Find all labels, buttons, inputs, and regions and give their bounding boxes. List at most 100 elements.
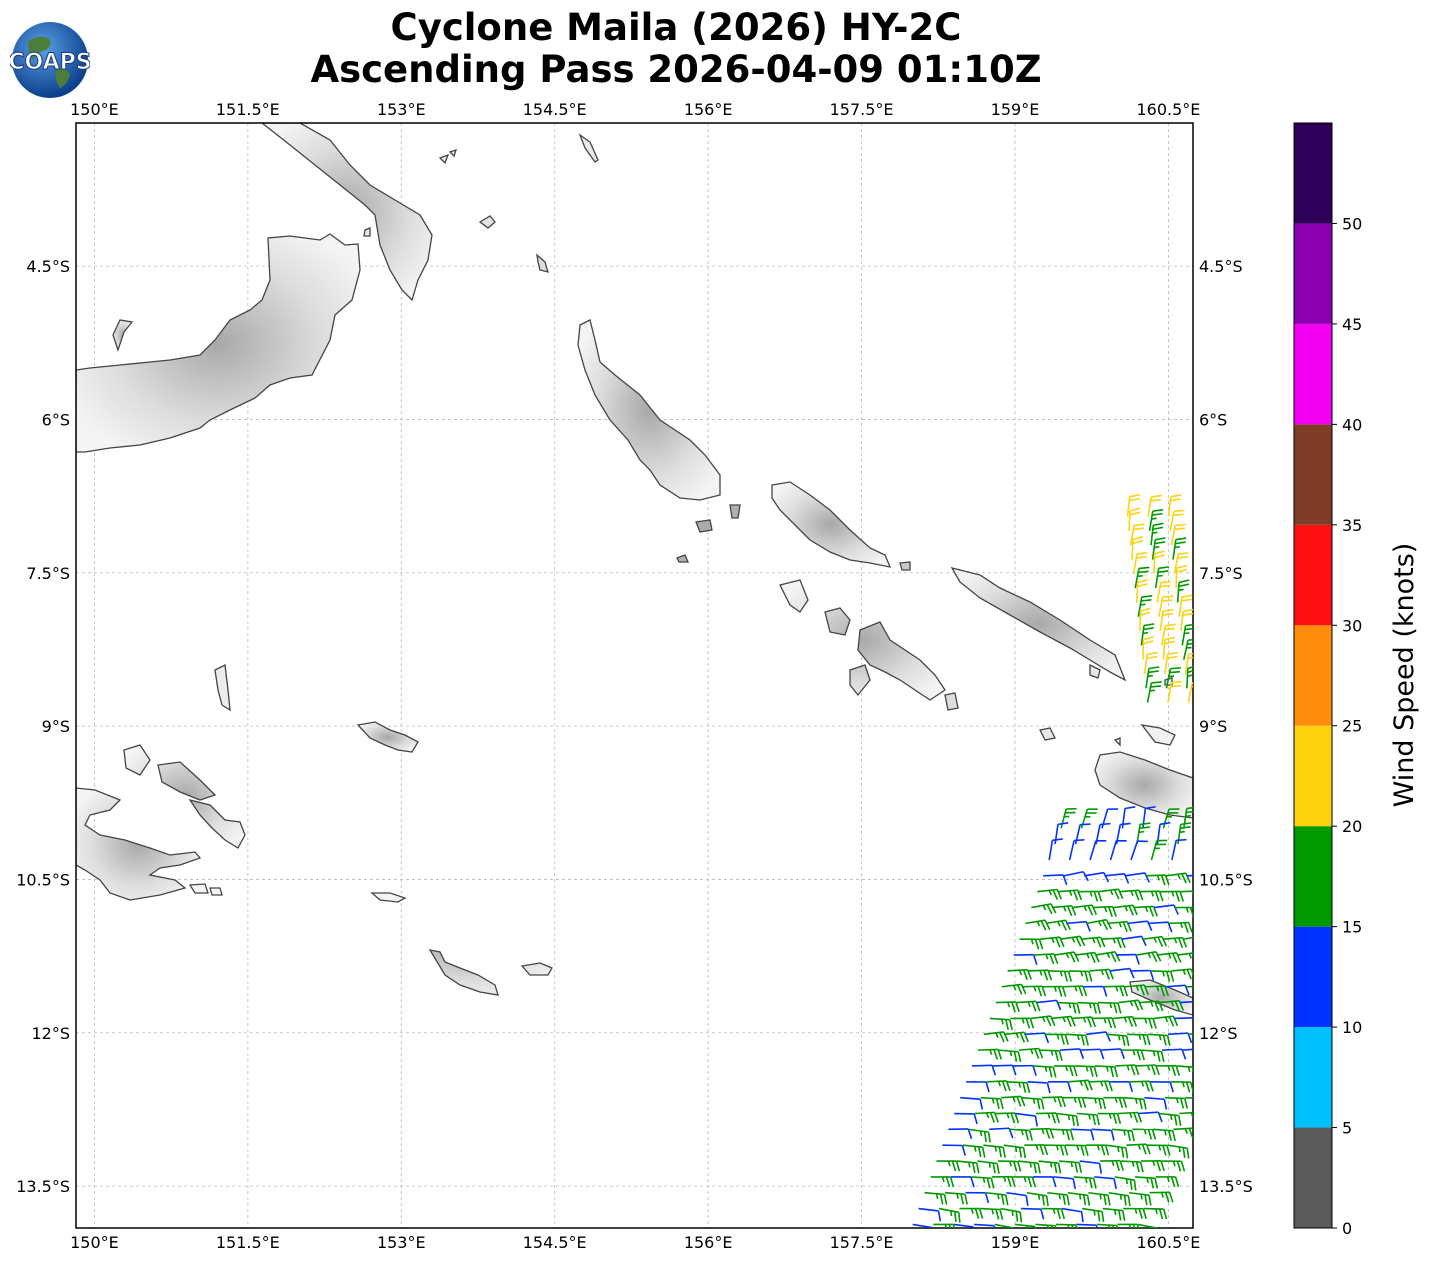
wind-barb	[1120, 1160, 1144, 1173]
wind-barb	[1186, 666, 1193, 689]
map-title-line2: Ascending Pass 2026-04-09 01:10Z	[310, 48, 1042, 91]
wind-barb	[1095, 951, 1121, 963]
wind-barb	[992, 1064, 1017, 1076]
wind-barb	[1140, 623, 1155, 646]
lon-label-top: 153°E	[377, 100, 426, 119]
wind-barb	[1071, 1128, 1095, 1141]
wind-barb	[1076, 1112, 1100, 1126]
colorbar-bin	[1294, 625, 1332, 726]
wind-barb	[1109, 840, 1127, 861]
wind-barb	[1059, 1048, 1085, 1059]
wind-barb	[1061, 1207, 1084, 1223]
wind-barb	[1067, 1191, 1091, 1206]
wind-barb	[1004, 1031, 1030, 1043]
lat-label-right: 10.5°S	[1199, 870, 1253, 889]
wind-barb	[959, 1207, 984, 1219]
wind-barb	[1180, 890, 1193, 896]
wind-barb	[1146, 1144, 1171, 1156]
wind-barb	[1133, 1017, 1157, 1029]
wind-barb	[1041, 1096, 1067, 1108]
wind-barb	[1165, 666, 1181, 689]
wind-barb	[1174, 906, 1193, 918]
wind-barb	[1123, 1096, 1147, 1110]
wind-barb	[1031, 903, 1057, 915]
wind-barb	[1056, 1112, 1079, 1127]
wind-barb	[942, 1144, 967, 1156]
wind-barb	[1121, 1049, 1145, 1061]
wind-barb	[1027, 1081, 1051, 1094]
wind-barb	[1135, 1064, 1160, 1076]
wind-barb	[1106, 1033, 1130, 1047]
colorbar-bin	[1294, 123, 1332, 224]
wind-barb	[1176, 1065, 1193, 1073]
papua-peninsula	[76, 787, 202, 901]
lon-label-top: 151.5°E	[216, 100, 280, 119]
lat-label-left: 10.5°S	[16, 870, 70, 889]
lon-label-bottom: 159°E	[991, 1233, 1040, 1252]
wind-barb	[1100, 1159, 1125, 1171]
wind-barb	[1185, 985, 1193, 988]
wind-barb	[1112, 1015, 1138, 1028]
wind-barb	[1169, 509, 1185, 532]
colorbar-bin	[1294, 223, 1332, 324]
wind-barb	[1033, 953, 1059, 965]
wind-barb	[1076, 1223, 1098, 1228]
wind-barb	[1173, 1127, 1193, 1139]
wind-barb	[1050, 1128, 1075, 1141]
wind-barb	[1096, 1223, 1119, 1228]
wind-barb	[1072, 904, 1098, 916]
colorbar: 0 5 10 15 20 25 30 35 40 45 50	[1293, 122, 1362, 1238]
wind-barb	[1121, 805, 1136, 829]
wind-barb	[1115, 1064, 1140, 1076]
wind-barb	[985, 1191, 1009, 1206]
wind-barb	[962, 1144, 986, 1158]
wind-barb	[1126, 1143, 1151, 1155]
wind-barb	[1167, 1032, 1193, 1044]
wind-barb	[1036, 1112, 1061, 1124]
wind-barb	[1156, 580, 1172, 603]
colorbar-tick-label: 35	[1342, 516, 1362, 535]
wind-barb	[1055, 1223, 1078, 1228]
wind-barb	[1139, 890, 1164, 902]
wind-barb	[1033, 1065, 1057, 1078]
wind-barb	[1111, 1128, 1135, 1142]
wind-barb	[1178, 594, 1193, 617]
wind-barb	[1006, 1191, 1029, 1206]
islet-group-1	[188, 133, 1176, 896]
wind-barb	[1010, 1017, 1035, 1029]
wind-barb	[1074, 951, 1100, 963]
lon-label-top: 154.5°E	[523, 100, 587, 119]
wind-barb	[1172, 537, 1187, 560]
wind-barb	[948, 1128, 973, 1140]
wind-barb	[1105, 1144, 1129, 1159]
wind-barb	[1022, 985, 1047, 997]
wind-barb	[1019, 938, 1044, 950]
wind-barb	[1086, 1031, 1111, 1042]
wind-barb	[918, 1207, 942, 1222]
wind-barb	[1012, 1064, 1037, 1076]
wind-barb	[1103, 985, 1129, 997]
wind-barb	[965, 1191, 990, 1204]
wind-barb	[1068, 839, 1085, 861]
lat-label-left: 4.5°S	[26, 257, 70, 276]
colorbar-frame	[1293, 122, 1333, 1229]
wind-barb	[1021, 1096, 1045, 1110]
wind-barb	[1001, 1095, 1026, 1107]
colorbar-tick-label: 20	[1342, 817, 1362, 836]
wind-barb	[1117, 1111, 1143, 1123]
island-small-nw	[112, 319, 134, 353]
wind-barb	[1103, 1096, 1128, 1108]
wind-barb	[1098, 888, 1124, 900]
lon-label-top: 160.5°E	[1136, 100, 1200, 119]
wind-barb	[1057, 889, 1083, 901]
wind-barb	[1132, 1128, 1157, 1140]
wind-barb	[1153, 550, 1165, 574]
wind-barb	[1128, 507, 1141, 531]
lat-label-right: 9°S	[1199, 717, 1227, 736]
wind-barb	[1147, 494, 1162, 517]
wind-barb	[1060, 935, 1086, 947]
wind-barb	[1083, 985, 1108, 997]
wind-barb	[1117, 1223, 1140, 1228]
wind-barb	[1176, 579, 1190, 603]
wind-barb	[1133, 905, 1158, 917]
